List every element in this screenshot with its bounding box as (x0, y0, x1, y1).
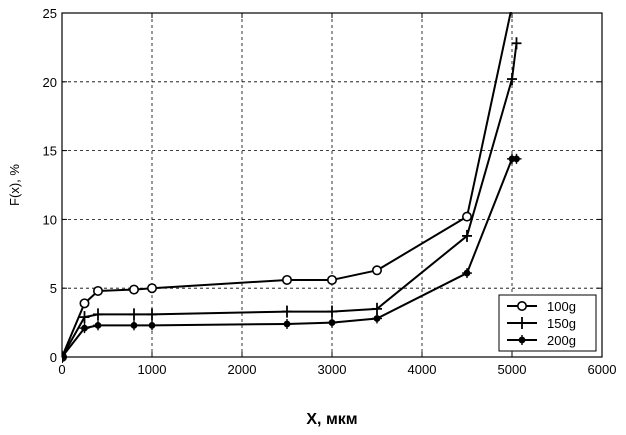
legend-item-200g: 200g (507, 333, 576, 348)
y-tick-label: 5 (50, 281, 57, 296)
x-tick-label: 0 (58, 362, 65, 377)
data-point-150g (147, 308, 157, 321)
data-point-200g (93, 320, 103, 331)
data-point-150g (372, 302, 382, 315)
legend-marker (517, 317, 527, 329)
data-point-150g (462, 229, 472, 242)
legend: 100g 150g 200g (498, 294, 597, 352)
y-tick-label: 10 (43, 212, 57, 227)
y-tick-label: 0 (50, 350, 57, 365)
legend-label: 100g (547, 299, 576, 314)
y-tick-label: 20 (43, 75, 57, 90)
data-point-100g (129, 284, 140, 295)
x-tick-label: 2000 (228, 362, 257, 377)
data-point-200g (511, 153, 522, 164)
y-axis-label: F(x), % (7, 164, 22, 206)
axis-ticks: 0 1000 2000 3000 4000 5000 6000 0 5 10 15 20 25 (43, 6, 617, 377)
data-point-200g (372, 313, 382, 324)
series-line-150g (62, 43, 518, 358)
data-point-100g (281, 274, 292, 285)
x-tick-label: 4000 (408, 362, 437, 377)
series-line-200g (62, 157, 517, 358)
legend-label: 150g (547, 316, 576, 331)
x-tick-label: 3000 (318, 362, 347, 377)
data-point-100g (93, 285, 104, 296)
y-tick-label: 15 (43, 144, 57, 159)
data-point-150g (79, 311, 90, 324)
legend-item-150g: 150g (507, 316, 576, 331)
data-point-200g (282, 318, 292, 329)
data-point-100g (371, 265, 382, 276)
series-layer (62, 12, 522, 363)
x-tick-label: 1000 (138, 362, 167, 377)
data-point-150g (93, 308, 103, 321)
x-tick-label: 5000 (498, 362, 527, 377)
legend-label: 200g (547, 333, 576, 348)
data-point-100g (461, 211, 472, 222)
x-axis-label: X, мкм (306, 411, 357, 428)
series-150g (62, 37, 522, 363)
data-point-200g (79, 323, 90, 334)
data-point-200g (462, 268, 472, 279)
data-point-200g (147, 320, 157, 331)
data-point-200g (327, 317, 337, 328)
legend-marker (517, 335, 527, 345)
series-line-100g (62, 12, 512, 358)
data-point-100g (79, 298, 90, 309)
data-point-150g (129, 308, 139, 321)
legend-marker (516, 300, 527, 311)
data-point-150g (507, 73, 517, 86)
data-point-150g (511, 37, 522, 50)
x-tick-label: 6000 (588, 362, 617, 377)
data-point-100g (147, 283, 158, 294)
data-point-100g (326, 274, 337, 285)
data-point-200g (129, 320, 139, 331)
series-200g (62, 153, 522, 362)
data-point-150g (327, 305, 337, 318)
legend-item-100g: 100g (507, 299, 576, 314)
y-tick-label: 25 (43, 6, 57, 21)
data-point-150g (282, 305, 292, 318)
